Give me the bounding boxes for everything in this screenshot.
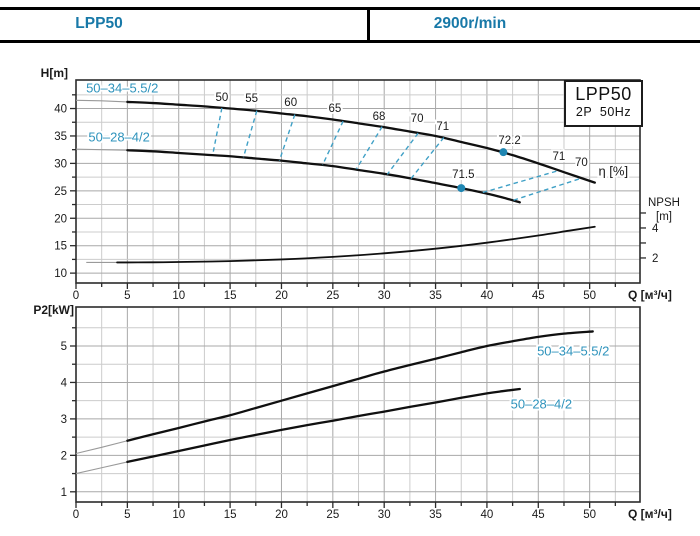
label-71: 71 <box>436 121 449 133</box>
label-65: 65 <box>328 103 341 115</box>
power-chart: 0 5 10 15 20 25 30 35 40 45 50 Q [м³/ч]12345P2[kW]5… <box>33 303 672 521</box>
svg-text:45: 45 <box>532 509 545 521</box>
y-axis-title: P2[kW] <box>33 303 74 317</box>
npsh-axis-title: NPSH <box>648 197 680 209</box>
y-axis: 1 2 3 4 5 P2[kW] <box>33 303 76 499</box>
info-box-model: LPP50 <box>575 84 632 104</box>
y-axis: 10 15 20 25 30 35 40 H[m] <box>41 66 76 280</box>
head-npsh-chart: 0 5 10 15 20 25 30 35 40 45 50 Q [м³/ч] 10 15 20 25 30 35… <box>41 66 680 302</box>
curve-lead-50–28–4/2 <box>75 461 128 475</box>
type-info-box: LPP50 2P 50Hz <box>564 80 643 127</box>
curve-lead-50–28–4/2 <box>75 148 128 151</box>
label-72.2: 72.2 <box>498 135 520 147</box>
npsh-axis-unit: [m] <box>656 211 672 223</box>
info-box-poles-frequency: 2P 50Hz <box>575 104 632 119</box>
svg-text:3: 3 <box>61 414 67 426</box>
svg-text:40: 40 <box>481 509 494 521</box>
efficiency-point-markers <box>457 148 508 193</box>
svg-text:50: 50 <box>583 290 596 302</box>
grid <box>76 307 640 502</box>
svg-text:1: 1 <box>61 487 67 499</box>
svg-text:4: 4 <box>652 223 659 235</box>
chart-labels: 50–34–5.5/2 50–28–4/2 50 55 60 65 68 70 71 72.2 71… <box>84 79 630 183</box>
svg-text:35: 35 <box>54 131 67 143</box>
svg-text:30: 30 <box>378 509 391 521</box>
svg-text:50: 50 <box>583 509 596 521</box>
svg-text:25: 25 <box>326 290 339 302</box>
svg-text:5: 5 <box>124 509 130 521</box>
curve-50–28–4/2 <box>126 149 521 204</box>
x-axis: 0 5 10 15 20 25 30 35 40 45 50 Q [м³/ч] <box>73 502 672 521</box>
series-curves <box>75 99 596 264</box>
svg-text:30: 30 <box>378 290 391 302</box>
label-50–28–4/2: 50–28–4/2 <box>511 396 572 411</box>
svg-text:10: 10 <box>172 509 185 521</box>
svg-text:15: 15 <box>54 241 67 253</box>
header-bottom-rule <box>0 39 700 43</box>
x-axis: 0 5 10 15 20 25 30 35 40 45 50 Q [м³/ч] <box>73 283 672 302</box>
svg-text:30: 30 <box>54 158 67 170</box>
svg-text:20: 20 <box>54 213 67 225</box>
curve-50–28–4/2 <box>126 387 521 464</box>
curve-50–34–5.5/2 <box>126 330 594 442</box>
header-divider <box>367 7 370 43</box>
grid <box>76 80 640 283</box>
pump-speed-label: 2900r/min <box>433 15 507 32</box>
svg-text:2: 2 <box>652 253 658 265</box>
label-η [%]: η [%] <box>598 164 628 179</box>
svg-text:35: 35 <box>429 509 442 521</box>
curve-lead-50–34–5.5/2 <box>75 440 128 455</box>
label-50: 50 <box>215 92 228 104</box>
x-axis-title: Q [м³/ч] <box>628 288 672 302</box>
svg-text:45: 45 <box>532 290 545 302</box>
label-70: 70 <box>411 113 424 125</box>
svg-text:0: 0 <box>73 509 79 521</box>
svg-text:4: 4 <box>61 377 68 389</box>
label-68: 68 <box>373 111 386 123</box>
label-50–28–4/2: 50–28–4/2 <box>88 130 149 145</box>
series-curves <box>75 330 594 475</box>
label-50–34–5.5/2: 50–34–5.5/2 <box>86 81 158 96</box>
curve-lead-50–34–5.5/2 <box>75 99 128 103</box>
plot-frame <box>75 79 641 284</box>
svg-text:40: 40 <box>54 104 67 116</box>
svg-text:20: 20 <box>275 290 288 302</box>
svg-text:0: 0 <box>73 290 79 302</box>
svg-text:20: 20 <box>275 509 288 521</box>
label-70: 70 <box>575 157 588 169</box>
pump-model-label: LPP50 <box>75 15 123 32</box>
npsh-axis: 2 4 NPSH [m] <box>640 197 680 265</box>
header-top-rule <box>0 7 700 10</box>
svg-text:40: 40 <box>481 290 494 302</box>
curve-NPSH <box>116 225 596 264</box>
label-50–34–5.5/2: 50–34–5.5/2 <box>537 344 609 359</box>
svg-text:10: 10 <box>54 268 67 280</box>
svg-text:15: 15 <box>224 509 237 521</box>
iso-efficiency-lines <box>211 107 582 201</box>
svg-text:35: 35 <box>429 290 442 302</box>
svg-text:25: 25 <box>326 509 339 521</box>
svg-text:5: 5 <box>61 341 67 353</box>
y-axis-title: H[m] <box>41 66 68 80</box>
svg-text:10: 10 <box>172 290 185 302</box>
label-71: 71 <box>552 151 565 163</box>
svg-text:15: 15 <box>224 290 237 302</box>
svg-text:25: 25 <box>54 186 67 198</box>
label-71.5: 71.5 <box>452 169 474 181</box>
curve-50–34–5.5/2 <box>126 100 596 184</box>
label-55: 55 <box>245 93 258 105</box>
svg-text:2: 2 <box>61 450 67 462</box>
x-axis-title: Q [м³/ч] <box>628 507 672 521</box>
chart-labels: 50–34–5.5/2 50–28–4/2 <box>509 342 612 414</box>
svg-text:5: 5 <box>124 290 130 302</box>
label-60: 60 <box>284 97 297 109</box>
